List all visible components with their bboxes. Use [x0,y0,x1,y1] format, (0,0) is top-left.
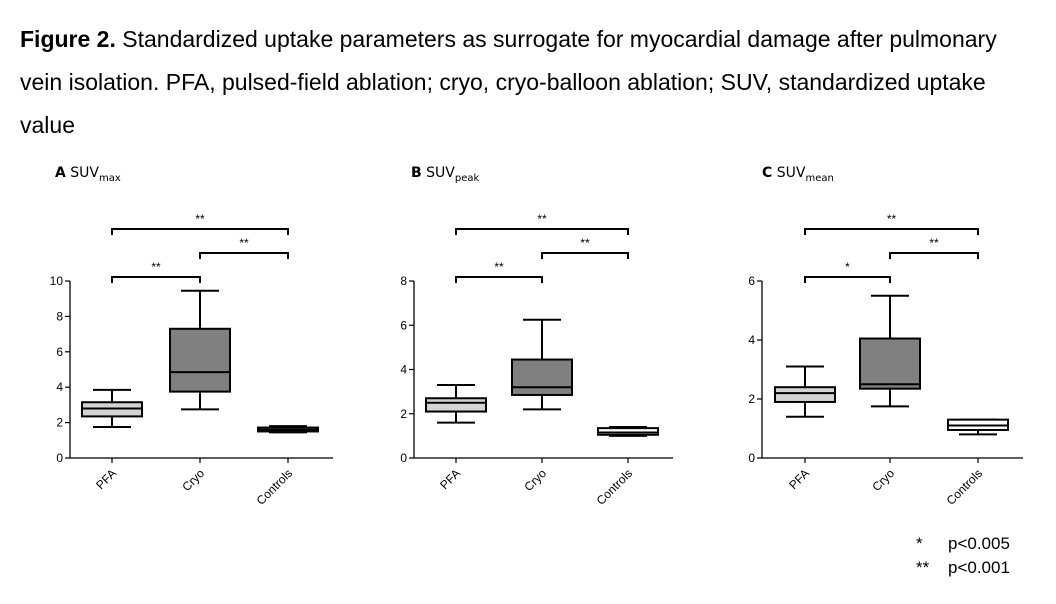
panel-letter: C [762,165,772,181]
panel-title: A SUVmax [55,165,121,184]
significance-label: ** [151,260,161,274]
bracket-line [111,276,201,283]
bracket-line [111,228,289,235]
bracket-line [804,228,979,235]
panel-title: B SUVpeak [411,165,479,184]
panel-title: C SUVmean [762,165,834,184]
y-tick-label: 6 [56,345,63,359]
box-body [859,337,921,390]
legend-symbol: * [916,534,923,553]
significance-bracket: ** [889,236,979,259]
bracket-line [541,252,629,259]
legend-row: ** p<0.001 [916,556,1010,580]
box-pfa [425,383,487,424]
x-tick-label: Cryo [179,466,207,494]
x-tick-label: Controls [944,466,985,507]
x-tick-label: PFA [93,466,119,492]
y-tick-label: 2 [748,392,755,406]
box-controls [257,425,319,434]
panel-letter: A [55,165,66,181]
y-tick-label: 4 [56,380,63,394]
bracket-line [889,252,979,259]
bracket-line [455,276,543,283]
significance-label: ** [580,236,590,250]
bracket-line [804,276,891,283]
y-tick-label: 2 [400,407,407,421]
y-tick-label: 10 [50,274,64,288]
y-tick-label: 0 [56,451,63,465]
significance-bracket: ** [199,236,289,259]
x-tick-label: Cryo [869,466,897,494]
y-tick-label: 4 [400,363,407,377]
box-body [597,427,659,436]
x-tick-label: Controls [594,466,635,507]
significance-bracket: ** [804,212,979,235]
figure-caption: Figure 2. Standardized uptake parameters… [20,18,1030,147]
box-body [511,358,573,396]
panel-title-main: SUV [772,165,806,181]
significance-label: ** [537,212,547,226]
y-tick-label: 4 [748,333,755,347]
panel-title-sub: max [99,173,121,184]
significance-legend: * p<0.005 ** p<0.001 [916,532,1010,580]
significance-label: ** [195,212,205,226]
legend-text: p<0.005 [948,534,1010,553]
significance-bracket: ** [455,212,629,235]
box-controls [947,418,1009,436]
significance-label: ** [887,212,897,226]
legend-row: * p<0.005 [916,532,1010,556]
panel-title-sub: peak [455,173,480,184]
panel-title-main: SUV [66,165,100,181]
x-tick-label: Cryo [521,466,549,494]
x-tick-label: PFA [786,466,812,492]
panel-title-sub: mean [805,173,833,184]
significance-bracket: ** [541,236,629,259]
box-pfa [81,388,143,429]
y-tick-label: 6 [400,318,407,332]
significance-label: * [845,260,850,274]
significance-bracket: ** [111,260,201,283]
legend-text: p<0.001 [948,558,1010,577]
significance-bracket: * [804,260,891,283]
significance-label: ** [494,260,504,274]
y-tick-label: 0 [400,451,407,465]
panel-title-main: SUV [422,165,456,181]
box-controls [597,426,659,437]
x-tick-label: Controls [254,466,295,507]
caption-text: Standardized uptake parameters as surrog… [20,26,997,138]
bracket-line [199,252,289,259]
legend-symbol: ** [916,558,930,577]
panel-letter: B [411,165,422,181]
box-pfa [774,365,836,418]
box-cryo [859,294,921,408]
y-tick-label: 8 [400,274,407,288]
significance-label: ** [239,236,249,250]
bracket-line [455,228,629,235]
y-tick-label: 6 [748,274,755,288]
chart-panel-a: A SUVmax 0 2 4 6 8 10 PFA Cryo Controls ** ** ** [50,165,333,508]
box-body [169,327,231,393]
y-tick-label: 0 [748,451,755,465]
significance-bracket: ** [111,212,289,235]
y-tick-label: 2 [56,416,63,430]
significance-label: ** [929,236,939,250]
x-tick-label: PFA [437,466,463,492]
box-cryo [511,318,573,411]
box-cryo [169,289,231,411]
box-body [774,386,836,403]
box-body [425,397,487,413]
chart-panel-b: B SUVpeak 0 2 4 6 8 PFA Cryo Controls ** ** ** [400,165,673,508]
y-tick-label: 8 [56,309,63,323]
figure-label: Figure 2. [20,26,116,52]
significance-bracket: ** [455,260,543,283]
